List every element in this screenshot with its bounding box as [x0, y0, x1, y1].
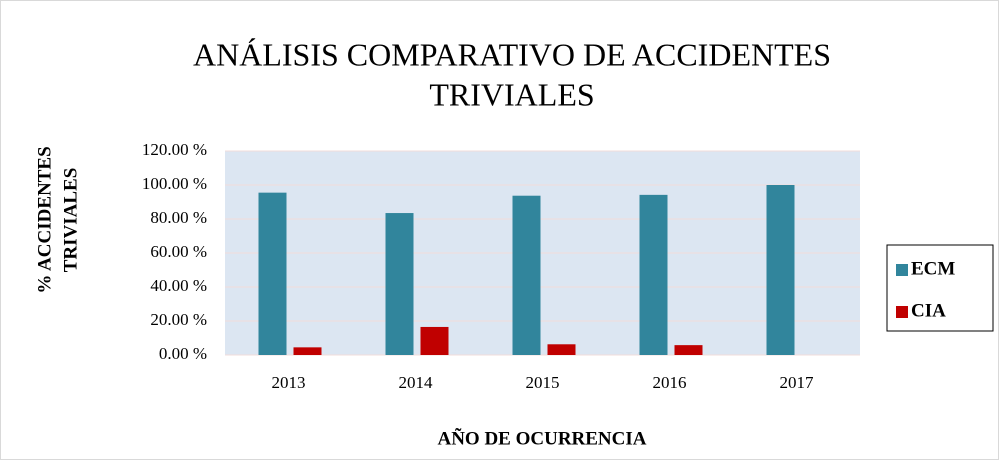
- legend-swatch: [896, 306, 908, 318]
- y-tick-label: 40.00 %: [150, 276, 207, 295]
- y-tick-label: 120.00 %: [142, 140, 207, 159]
- bar: [512, 195, 541, 355]
- bar: [420, 326, 449, 355]
- x-tick-label: 2014: [399, 373, 434, 392]
- chart-title: ANÁLISIS COMPARATIVO DE ACCIDENTES: [193, 36, 831, 72]
- y-tick-label: 100.00 %: [142, 174, 207, 193]
- x-axis-title: AÑO DE OCURRENCIA: [437, 427, 646, 449]
- bar: [547, 344, 576, 355]
- bar: [385, 213, 414, 355]
- y-tick-label: 80.00 %: [150, 208, 207, 227]
- y-axis-title: % ACCIDENTES TRIVIALES: [34, 146, 81, 293]
- legend-label: ECM: [911, 258, 955, 279]
- bar: [258, 192, 287, 355]
- x-tick-label: 2016: [653, 373, 687, 392]
- bar: [766, 185, 795, 355]
- y-tick-label: 0.00 %: [159, 344, 207, 363]
- y-tick-label: 60.00 %: [150, 242, 207, 261]
- x-tick-label: 2017: [780, 373, 815, 392]
- y-axis-title-line: TRIVIALES: [60, 168, 81, 273]
- y-axis-title-line: % ACCIDENTES: [34, 146, 55, 293]
- bar: [293, 347, 322, 355]
- legend-swatch: [896, 264, 908, 276]
- bar: [674, 345, 703, 355]
- bar: [639, 194, 668, 355]
- x-tick-label: 2013: [272, 373, 306, 392]
- chart-title: TRIVIALES: [429, 76, 594, 112]
- y-tick-label: 20.00 %: [150, 310, 207, 329]
- x-tick-label: 2015: [526, 373, 560, 392]
- legend-label: CIA: [911, 300, 946, 321]
